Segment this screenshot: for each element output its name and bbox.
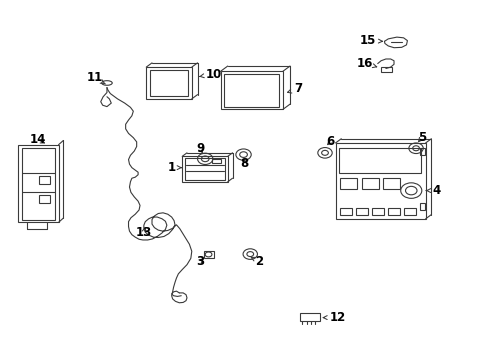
Text: 1: 1 xyxy=(167,161,181,174)
Text: 14: 14 xyxy=(29,133,45,146)
Text: 12: 12 xyxy=(323,311,346,324)
Text: 8: 8 xyxy=(240,157,248,170)
Text: 16: 16 xyxy=(356,57,376,70)
Text: 5: 5 xyxy=(417,131,425,144)
Text: 2: 2 xyxy=(251,255,263,267)
Text: 9: 9 xyxy=(196,143,204,156)
Text: 13: 13 xyxy=(136,226,152,239)
Text: 11: 11 xyxy=(86,71,105,84)
Text: 6: 6 xyxy=(326,135,334,148)
Text: 15: 15 xyxy=(359,34,382,47)
Text: 7: 7 xyxy=(287,82,302,95)
Text: 10: 10 xyxy=(199,68,221,81)
Text: 4: 4 xyxy=(426,184,439,197)
Text: 3: 3 xyxy=(196,255,204,267)
